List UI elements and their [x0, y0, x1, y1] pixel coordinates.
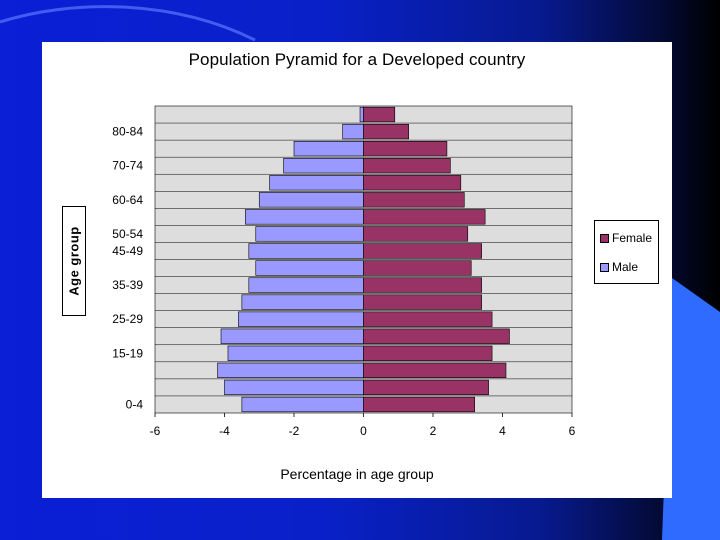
bar-male	[224, 379, 364, 396]
bar-female	[363, 311, 493, 327]
x-tick-label: -2	[289, 424, 300, 438]
bar-female	[363, 362, 507, 378]
x-tick-label: -4	[219, 424, 230, 438]
legend-item-male: Male	[600, 259, 638, 275]
bar-male	[241, 396, 364, 413]
legend-swatch-male	[600, 262, 609, 272]
bar-female	[363, 209, 486, 225]
x-tick-label: 4	[499, 424, 506, 438]
x-tick-label: 2	[430, 424, 437, 438]
bar-male	[359, 106, 364, 123]
bar-female	[363, 192, 465, 208]
bar-female	[363, 243, 482, 259]
legend-item-female: Female	[600, 230, 652, 246]
bar-male	[293, 141, 364, 157]
bar-female	[363, 328, 510, 344]
y-tick-label: 15-19	[112, 346, 143, 360]
bar-female	[363, 158, 451, 174]
bar-female	[363, 175, 462, 191]
bar-male	[238, 311, 364, 327]
y-axis-title-box: Age group	[62, 206, 86, 316]
chart-card: 80-84 70-74 60-64 50-54 45-49 35-39 25-29 15-19…	[42, 42, 672, 498]
decorative-corner-shape	[662, 278, 720, 540]
x-axis-title: Percentage in age group	[280, 466, 434, 482]
y-tick-label: 45-49	[112, 244, 143, 258]
x-tick-label: 0	[360, 424, 367, 438]
bar-female	[363, 294, 482, 310]
bar-male	[269, 175, 364, 191]
bar-female	[363, 277, 482, 293]
x-tick-label: -6	[150, 424, 161, 438]
bar-male	[245, 209, 364, 225]
bar-male	[255, 226, 364, 242]
y-tick-label: 35-39	[112, 278, 143, 292]
decorative-arc	[0, 5, 256, 42]
legend-swatch-female	[600, 233, 609, 243]
bar-female	[363, 226, 469, 242]
legend-label-female: Female	[612, 231, 653, 245]
legend: Female Male	[594, 220, 659, 284]
legend-label-male: Male	[612, 260, 639, 274]
y-axis-title: Age group	[66, 226, 82, 296]
y-tick-label: 25-29	[112, 312, 143, 326]
pyramid-chart: 80-8470-7460-6450-5445-4935-3925-2915-19…	[112, 105, 576, 438]
bar-male	[283, 158, 364, 174]
bar-male	[255, 260, 364, 276]
x-tick-label: 6	[569, 424, 576, 438]
chart-title: Population Pyramid for a Developed count…	[188, 50, 526, 69]
bar-male	[258, 192, 364, 208]
bar-female	[363, 141, 448, 157]
bar-female	[363, 106, 396, 123]
bar-male	[248, 243, 364, 259]
bar-female	[363, 345, 493, 361]
bar-male	[220, 328, 364, 344]
bar-male	[342, 123, 364, 140]
bar-male	[241, 294, 364, 310]
bar-female	[363, 379, 489, 396]
bar-male	[227, 345, 364, 361]
y-tick-label: 60-64	[112, 193, 143, 207]
y-tick-label: 80-84	[112, 125, 143, 139]
bar-female	[363, 123, 409, 140]
bar-female	[363, 260, 472, 276]
bar-male	[217, 362, 364, 378]
bar-female	[363, 396, 475, 413]
bar-male	[248, 277, 364, 293]
y-tick-label: 0-4	[126, 397, 144, 411]
y-tick-label: 50-54	[112, 227, 143, 241]
y-tick-label: 70-74	[112, 159, 143, 173]
